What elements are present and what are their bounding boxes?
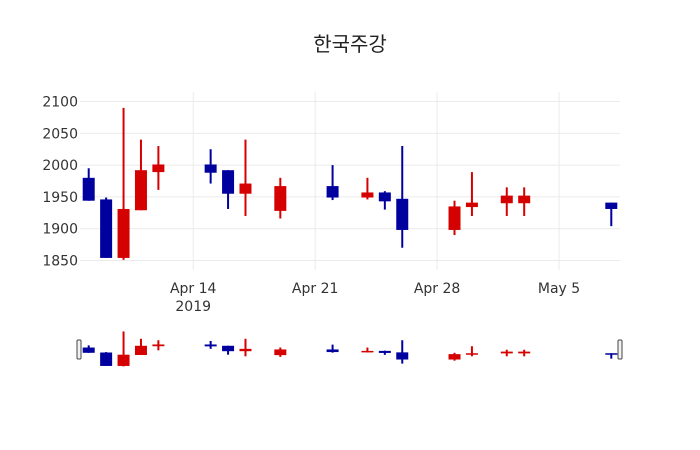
candle-increasing[interactable] (274, 347, 287, 357)
range-slider-preview (82, 331, 618, 367)
candle-body (605, 353, 618, 355)
candle-body (117, 208, 130, 258)
candle-body (239, 348, 252, 352)
candle-decreasing[interactable] (100, 352, 113, 366)
candle-increasing[interactable] (518, 349, 531, 357)
candle-increasing[interactable] (448, 200, 461, 236)
candle-increasing[interactable] (152, 340, 165, 351)
candle-increasing[interactable] (239, 139, 252, 216)
candle-body (396, 198, 409, 230)
candle-body (152, 164, 165, 173)
candle-body (152, 344, 165, 347)
candle-increasing[interactable] (117, 331, 130, 367)
x-tick-label: Apr 21 (292, 281, 338, 297)
x-tick-year-label: 2019 (175, 299, 211, 315)
candle-body (518, 195, 531, 204)
candle-increasing[interactable] (448, 352, 461, 361)
x-tick-label: Apr 28 (414, 281, 460, 297)
candle-body (378, 350, 391, 353)
y-tick-label: 1900 (42, 222, 78, 238)
x-tick-label: Apr 14 (170, 281, 217, 297)
y-tick-label: 1850 (42, 253, 78, 269)
candle-decreasing[interactable] (82, 345, 95, 353)
candle-body (500, 351, 513, 354)
candle-increasing[interactable] (239, 338, 252, 357)
candle-decreasing[interactable] (605, 353, 618, 359)
y-tick-label: 2000 (42, 158, 78, 174)
candle-body (222, 170, 235, 194)
candle-body (204, 344, 217, 347)
range-slider[interactable] (76, 331, 623, 367)
candle-decreasing[interactable] (204, 149, 217, 184)
candle-decreasing[interactable] (222, 170, 235, 209)
candle-decreasing[interactable] (100, 197, 113, 258)
candle-body (605, 202, 618, 209)
candle-increasing[interactable] (117, 107, 130, 260)
candle-body (117, 354, 130, 366)
gridlines (80, 92, 620, 270)
candle-body (222, 345, 235, 352)
candle-body (326, 349, 339, 353)
candle-body (396, 352, 409, 360)
candle-decreasing[interactable] (326, 165, 339, 201)
range-slider-right-handle[interactable] (617, 339, 623, 360)
candle-body (465, 353, 478, 355)
candle-body (100, 199, 113, 258)
candle-body (134, 345, 147, 355)
candle-decreasing[interactable] (378, 191, 391, 210)
candle-increasing[interactable] (361, 347, 374, 353)
candle-increasing[interactable] (500, 187, 513, 216)
candle-body (274, 349, 287, 356)
candle-decreasing[interactable] (222, 345, 235, 355)
candle-decreasing[interactable] (82, 168, 95, 201)
candle-body (204, 164, 217, 173)
plot-area[interactable] (82, 107, 618, 260)
candle-increasing[interactable] (134, 338, 147, 355)
candle-decreasing[interactable] (605, 202, 618, 227)
candle-body (100, 352, 113, 366)
candle-increasing[interactable] (361, 177, 374, 200)
candle-body (239, 183, 252, 194)
candle-increasing[interactable] (134, 139, 147, 211)
candle-body (518, 351, 531, 354)
candle-body (82, 177, 95, 201)
candle-decreasing[interactable] (396, 340, 409, 364)
candle-body (326, 186, 339, 198)
candle-body (274, 186, 287, 211)
y-tick-label: 2050 (42, 126, 78, 142)
candle-body (448, 354, 461, 360)
x-tick-label: May 5 (538, 281, 580, 297)
candle-increasing[interactable] (518, 187, 531, 216)
candle-decreasing[interactable] (326, 344, 339, 353)
y-tick-label: 2100 (42, 95, 78, 111)
candle-decreasing[interactable] (204, 340, 217, 349)
candle-increasing[interactable] (465, 172, 478, 216)
x-axis: Apr 14 2019 Apr 21 Apr 28 May 5 (170, 281, 580, 315)
candle-increasing[interactable] (274, 177, 287, 219)
chart-title: 한국주강 (313, 32, 387, 56)
candle-increasing[interactable] (500, 349, 513, 357)
candle-body (134, 170, 147, 211)
candle-body (465, 202, 478, 208)
candle-decreasing[interactable] (396, 146, 409, 248)
candle-body (82, 347, 95, 353)
candle-body (361, 350, 374, 353)
candle-body (361, 192, 374, 198)
candle-body (500, 195, 513, 204)
y-axis: 1850 1900 1950 2000 2050 2100 (42, 95, 78, 270)
candle-increasing[interactable] (152, 146, 165, 190)
candle-increasing[interactable] (465, 346, 478, 357)
range-slider-left-handle[interactable] (76, 339, 82, 360)
candle-decreasing[interactable] (378, 350, 391, 355)
candle-body (378, 192, 391, 202)
candle-body (448, 206, 461, 230)
y-tick-label: 1950 (42, 190, 78, 206)
